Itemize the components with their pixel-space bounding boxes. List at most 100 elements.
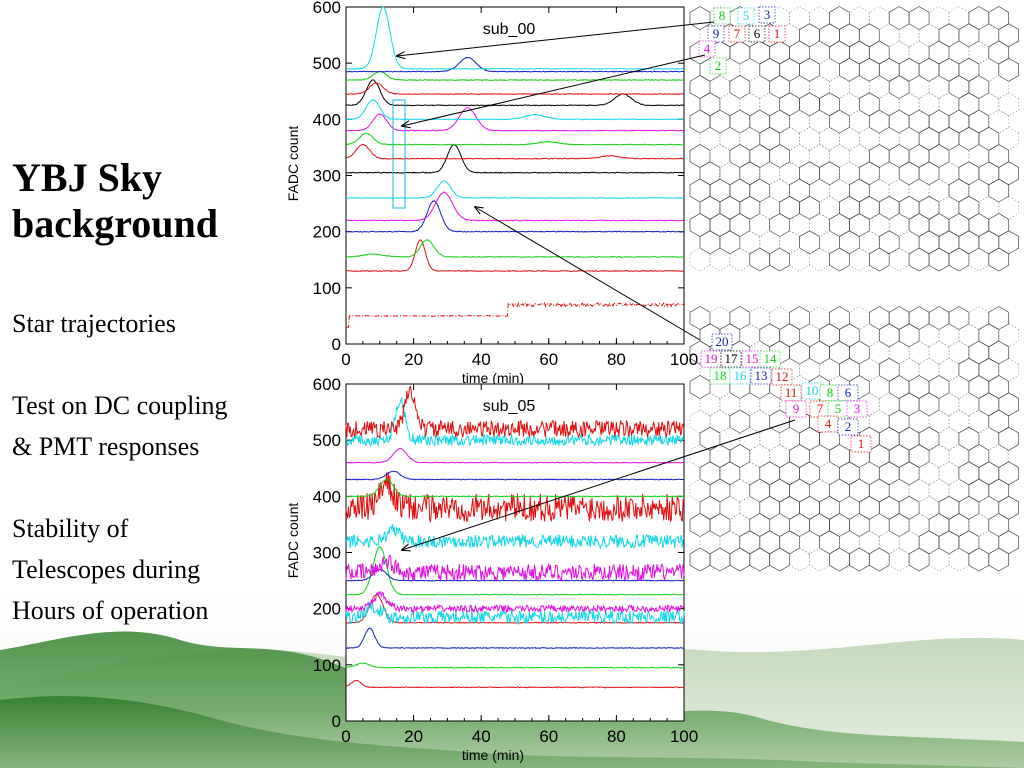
hex-pixel [868,547,890,572]
hex-pixel [779,495,800,520]
highlight-pixel [713,7,731,25]
y-axis-label: FADC count [285,503,301,579]
highlight-pixel [711,333,733,351]
y-tick-label: 200 [313,600,341,619]
hex-pixel [689,109,711,134]
hex-pixel [948,478,970,503]
hex-pixel [849,306,870,330]
hex-pixel [918,126,940,151]
pixel-label: 16 [734,368,748,383]
hex-pixel [739,195,761,220]
hex-pixel [739,161,761,186]
hex-pixel [699,92,721,117]
chart-sub_05: 0 20 40 60 80 100 0 100 200 300 400 500 600 sub_05tim… [285,375,698,763]
hex-pixel [819,357,840,382]
hex-pixel [888,306,910,330]
series-line [345,132,685,146]
plot-frame [345,6,685,345]
hex-pixel [988,75,1010,99]
pixel-label: 7 [817,401,824,416]
hex-pixel [988,340,1010,365]
hex-pixel [689,75,711,99]
hex-pixel [908,444,930,468]
pixel-label: 4 [704,41,711,56]
hex-pixel [739,426,761,451]
chart-title: sub_05 [483,398,536,415]
hex-pixel [829,109,850,134]
hex-pixel [968,513,990,537]
hex-pixel [739,230,761,255]
pixel-label: 6 [845,385,852,400]
hex-pixel [948,247,970,272]
hex-pixel [878,461,900,486]
hex-pixel [819,495,840,520]
hex-pixel [799,57,820,82]
hex-pixel [968,40,990,65]
highlight-pixel [698,40,716,58]
hex-pixel [849,478,870,503]
hex-pixel [729,247,751,272]
hex-pixel [888,547,910,572]
hex-pixel [759,92,781,117]
pixel-label: 10 [806,383,819,398]
series-line [345,627,685,650]
series-line [345,5,685,70]
series-line [346,239,684,258]
pixel-label: 2 [845,419,852,434]
pixel-label: 5 [835,401,842,416]
hex-pixel [968,375,990,399]
pixel-label: 17 [725,351,739,366]
hex-pixel [968,247,990,272]
hex-pixel [858,57,880,82]
hex-pixel [819,230,840,255]
hex-pixel [759,230,781,255]
hex-pixel [689,444,711,468]
hex-pixel [729,478,751,503]
hex-pixel [948,144,970,168]
pixel-label: 9 [713,26,720,41]
hex-pixel [799,23,820,48]
hex-pixel [968,6,990,30]
hex-pixel [908,144,930,168]
hex-pixel [928,444,950,468]
hex-pixel [948,409,970,434]
hex-pixel [948,340,970,365]
hex-pixel [898,426,920,451]
hex-pixel [829,40,850,65]
hex-pixel [779,323,800,348]
hex-pixel [918,392,940,417]
hex-pixel [719,161,741,186]
series-line [345,590,685,614]
hex-pixel [898,161,920,186]
title-line-2: background [12,201,219,246]
hex-pixel [709,547,731,572]
hex-pixel [689,213,711,237]
hex-pixel [928,75,950,99]
hex-pixel [769,306,790,330]
series-line [345,478,685,498]
hex-pixel [948,547,970,572]
hex-pixel [689,478,711,503]
hex-pixel [779,230,800,255]
x-tick-label: 80 [607,350,626,369]
hex-pixel [928,375,950,399]
hex-pixel [988,6,1010,30]
hex-pixel [948,75,970,99]
hex-pixel [689,306,711,330]
hex-pixel [839,230,860,255]
hex-pixel [759,161,781,186]
y-tick-label: 200 [313,223,341,242]
hex-pixel [878,23,900,48]
hex-pixel [729,513,751,537]
hex-pixel [769,109,790,134]
hex-pixel [938,530,960,555]
hex-pixel [709,444,731,468]
hex-pixel [928,513,950,537]
hex-pixel [749,109,771,134]
hex-pixel [938,392,960,417]
y-axis-label: FADC count [285,126,301,202]
hex-pixel [898,57,920,82]
y-tick-label: 400 [313,110,341,129]
pointer-arrow [475,207,701,341]
hex-pixel [779,161,800,186]
